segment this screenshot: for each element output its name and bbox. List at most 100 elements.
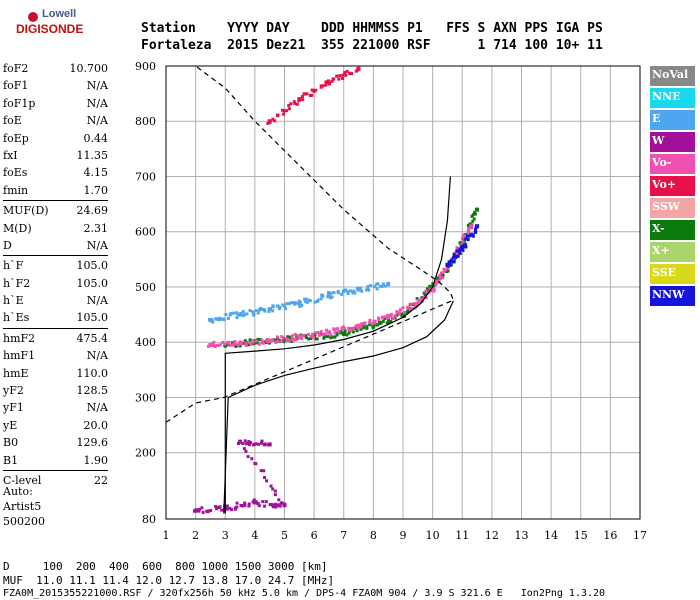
x-tick-label: 9 <box>400 529 407 542</box>
echo-point <box>389 312 393 316</box>
param-value: 475.4 <box>76 331 109 345</box>
param-value: 105.0 <box>76 259 109 273</box>
echo-point <box>475 224 480 229</box>
echo-point <box>247 439 251 443</box>
echo-point <box>243 439 247 443</box>
echo-point <box>261 307 265 311</box>
echo-point <box>341 76 345 80</box>
legend-item: SSE <box>650 264 695 284</box>
echo-point <box>249 441 253 445</box>
x-tick-label: 10 <box>426 529 440 542</box>
scaled-parameters-panel: foF2 10.700 foF1 N/A foF1p N/A foE N/A foEp 0.44 f… <box>3 60 108 489</box>
param-divider <box>3 255 108 257</box>
param-name: hmF2 <box>3 331 36 345</box>
echo-point <box>360 289 364 293</box>
echo-point <box>417 298 421 302</box>
echo-point <box>303 297 307 301</box>
echo-point <box>351 291 355 295</box>
echo-point <box>329 336 333 340</box>
echo-point <box>213 345 217 349</box>
param-name: hmF1 <box>3 349 36 363</box>
echo-point <box>376 282 380 286</box>
x-tick-label: 13 <box>515 529 529 542</box>
echo-point <box>205 509 209 513</box>
echo-point <box>234 311 238 315</box>
echo-point <box>229 311 233 315</box>
echo-point <box>366 285 370 289</box>
echo-point <box>217 318 221 322</box>
echo-point <box>298 305 302 309</box>
param-value: 105.0 <box>76 311 109 325</box>
polarization-legend: NoVal NNE E W Vo- Vo+ SSW X- X+ SSE NNW <box>650 66 695 308</box>
echo-point <box>381 282 385 286</box>
echo-point <box>197 509 201 513</box>
y-tick-label: 700 <box>135 170 156 183</box>
echo-point <box>201 510 205 514</box>
x-tick-label: 12 <box>485 529 499 542</box>
echo-point <box>406 306 410 310</box>
echo-point <box>393 316 397 320</box>
echo-point <box>276 114 280 118</box>
echo-point <box>235 505 239 509</box>
x-tick-label: 8 <box>370 529 377 542</box>
echo-point <box>236 343 240 347</box>
echo-point <box>365 324 369 328</box>
legend-item: NoVal <box>650 66 695 86</box>
param-name: yF1 <box>3 401 24 415</box>
echo-point <box>408 308 412 312</box>
echo-point <box>415 297 419 301</box>
echo-point <box>423 293 427 297</box>
echo-point <box>308 299 312 303</box>
header-labels: Station YYYY DAY DDD HHMMSS P1 FFS S AXN… <box>141 21 603 36</box>
echo-point <box>360 322 364 326</box>
echo-point <box>256 442 260 446</box>
x-tick-label: 15 <box>574 529 588 542</box>
echo-point <box>247 343 251 347</box>
echo-point <box>375 287 379 291</box>
echo-point <box>305 92 309 96</box>
echo-point <box>295 337 299 341</box>
echo-point <box>243 501 247 505</box>
echo-point <box>287 302 291 306</box>
param-name: MUF(D) <box>3 204 49 218</box>
echo-point <box>301 98 305 102</box>
echo-point <box>243 312 247 316</box>
x-tick-label: 4 <box>251 529 258 542</box>
echo-point <box>460 246 465 251</box>
autoscaling-info: Auto: Artist5 500200 <box>3 484 45 529</box>
y-tick-label: 200 <box>135 447 156 460</box>
param-value: N/A <box>86 401 108 415</box>
echo-point <box>348 289 352 293</box>
param-row: hmF2 475.4 <box>3 330 108 347</box>
legend-item: X+ <box>650 242 695 262</box>
echo-point <box>383 315 387 319</box>
echo-point <box>241 441 245 445</box>
echo-point <box>294 338 298 342</box>
echo-point <box>326 80 331 85</box>
echo-point <box>322 336 326 340</box>
echo-point <box>455 255 459 259</box>
echo-point <box>466 234 470 238</box>
y-tick-label: 80 <box>142 513 156 526</box>
echo-point <box>280 108 284 112</box>
echo-point <box>324 328 328 332</box>
echo-point <box>323 334 327 338</box>
param-name: h`E <box>3 294 24 308</box>
echo-point <box>221 340 225 344</box>
echo-point <box>280 339 284 343</box>
echo-point <box>406 309 410 313</box>
echo-point <box>468 222 472 226</box>
echo-point <box>209 508 213 512</box>
echo-point <box>352 289 356 293</box>
echo-point <box>290 337 294 341</box>
echo-point <box>299 337 303 341</box>
echo-point <box>260 338 264 342</box>
echo-point <box>335 327 339 331</box>
echo-point <box>424 289 428 293</box>
echo-point <box>341 331 346 336</box>
param-value: 11.35 <box>76 148 109 162</box>
echo-point <box>392 317 396 321</box>
echo-point <box>386 282 391 287</box>
param-name: B0 <box>3 436 19 450</box>
param-value: 1.70 <box>83 183 109 197</box>
